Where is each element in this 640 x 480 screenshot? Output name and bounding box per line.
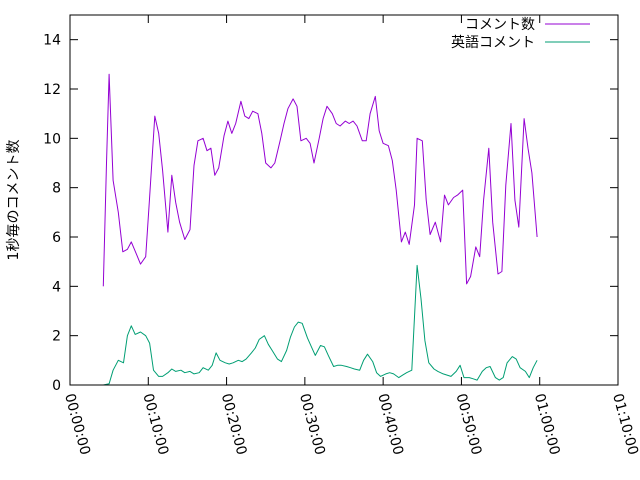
y-tick-label: 12 bbox=[43, 82, 61, 98]
legend-label-comments: コメント数 bbox=[465, 17, 535, 33]
series-line-comments bbox=[102, 73, 538, 287]
y-tick-label: 4 bbox=[52, 279, 61, 295]
legend-label-english: 英語コメント bbox=[451, 34, 535, 51]
series-lines bbox=[102, 73, 538, 386]
y-axis-label: 1秒毎のコメント数 bbox=[6, 140, 22, 261]
y-tick-label: 8 bbox=[52, 181, 61, 197]
y-tick-label: 6 bbox=[52, 230, 61, 246]
y-ticks: 0 2 4 6 8 10 12 14 bbox=[43, 33, 618, 394]
series-line-english bbox=[103, 264, 538, 386]
y-tick-label: 14 bbox=[43, 33, 61, 49]
y-tick-label: 2 bbox=[52, 329, 61, 345]
plot-frame bbox=[69, 14, 619, 386]
y-tick-label: 0 bbox=[52, 378, 61, 394]
y-tick-label: 10 bbox=[43, 131, 61, 147]
legend: コメント数 英語コメント bbox=[451, 17, 590, 51]
